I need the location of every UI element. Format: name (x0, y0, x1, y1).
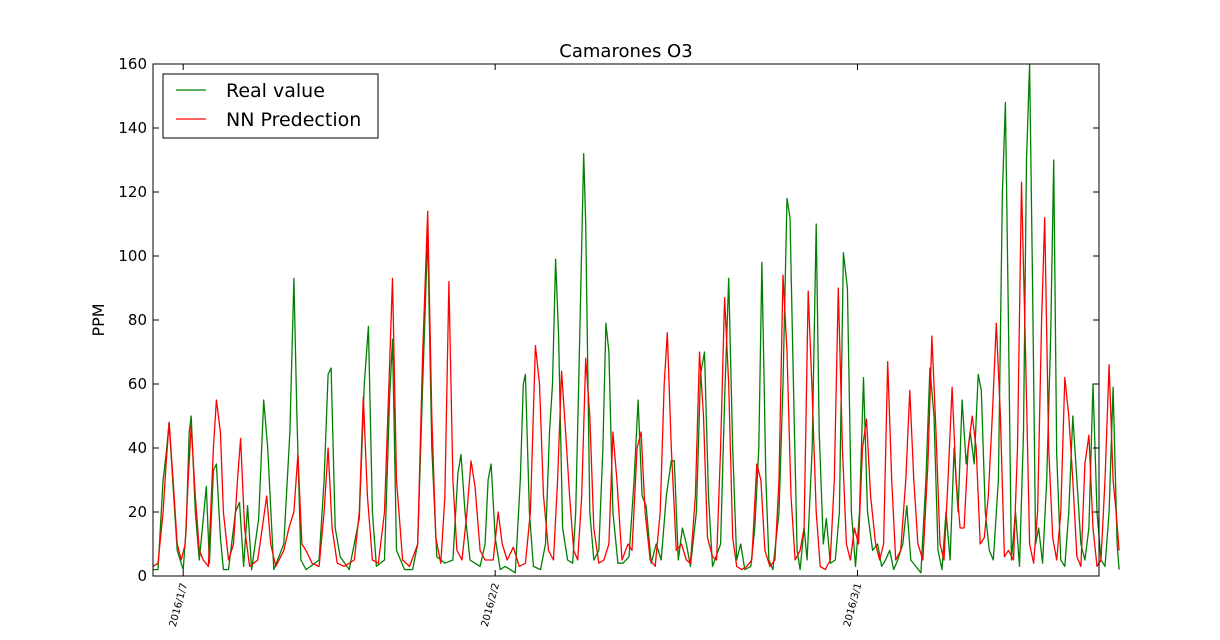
y-axis-label: PPM (89, 303, 108, 336)
y-tick-label: 60 (128, 375, 147, 393)
y-tick-label: 120 (118, 183, 147, 201)
series-line-2 (152, 181, 1120, 571)
plot-area: 0 20 40 60 80 100 120 140 160 2016/1/7 2016/2/2 201… (118, 55, 1120, 628)
y-tick-label: 160 (118, 55, 147, 73)
y-tick-label: 20 (128, 503, 147, 521)
legend: Real value NN Predection (162, 73, 379, 139)
y-tick-label: 80 (128, 311, 147, 329)
legend-label-1: Real value (226, 80, 325, 102)
y-tick-label: 100 (118, 247, 147, 265)
x-tick-label: 2016/3/1 (842, 582, 864, 628)
legend-label-2: NN Predection (226, 109, 361, 131)
y-tick-label: 140 (118, 119, 147, 137)
x-tick-label: 2016/1/7 (168, 582, 190, 628)
x-tick-label: 2016/2/2 (480, 582, 502, 628)
series-line-1 (153, 63, 1120, 574)
chart-title: Camarones O3 (559, 41, 692, 62)
legend-box (162, 73, 379, 139)
y-tick-label: 0 (137, 567, 147, 585)
y-tick-label: 40 (128, 439, 147, 457)
